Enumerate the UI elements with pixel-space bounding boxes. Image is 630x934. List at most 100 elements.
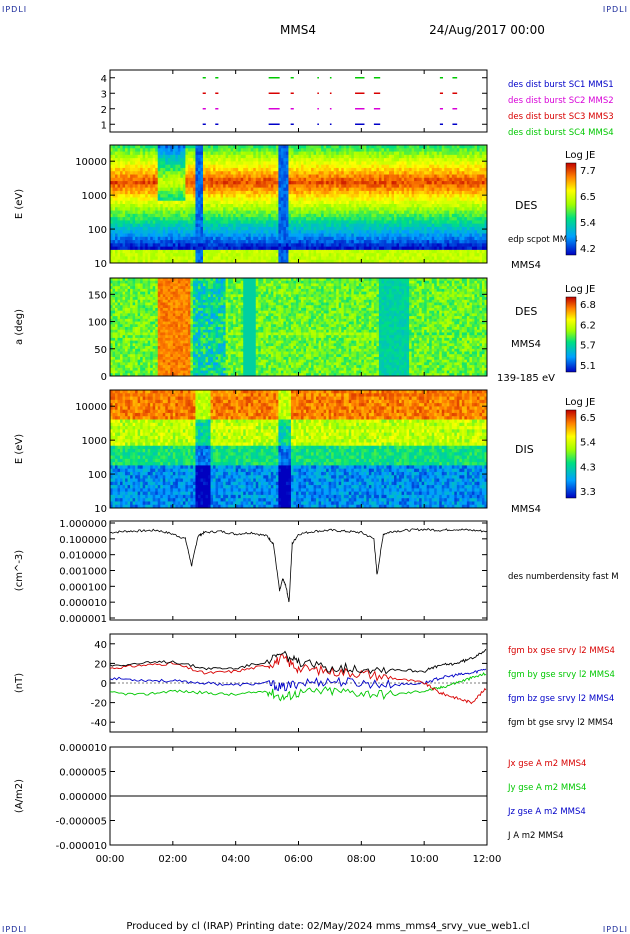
heatmap-cell bbox=[113, 204, 116, 208]
heatmap-cell bbox=[148, 214, 151, 218]
heatmap-cell bbox=[288, 158, 291, 162]
heatmap-cell bbox=[361, 201, 364, 205]
heatmap-cell bbox=[391, 204, 394, 208]
heatmap-cell bbox=[417, 253, 420, 257]
heatmap-cell bbox=[286, 152, 289, 156]
heatmap-cell bbox=[258, 240, 261, 244]
heatmap-cell bbox=[316, 247, 319, 251]
heatmap-cell bbox=[188, 178, 191, 182]
heatmap-cell bbox=[271, 181, 274, 185]
heatmap-cell bbox=[188, 184, 191, 188]
heatmap-cell bbox=[309, 184, 312, 188]
heatmap-cell bbox=[429, 243, 432, 247]
heatmap-cell bbox=[273, 152, 276, 156]
heatmap-cell bbox=[175, 181, 178, 185]
heatmap-cell bbox=[241, 220, 244, 224]
heatmap-cell bbox=[276, 211, 279, 215]
heatmap-cell bbox=[193, 217, 196, 221]
heatmap-cell bbox=[309, 247, 312, 251]
heatmap-cell bbox=[175, 211, 178, 215]
heatmap-cell bbox=[251, 201, 254, 205]
heatmap-cell bbox=[422, 250, 425, 254]
heatmap-cell bbox=[402, 211, 405, 215]
heatmap-cell bbox=[130, 158, 133, 162]
heatmap-cell bbox=[178, 171, 181, 175]
heatmap-cell bbox=[422, 181, 425, 185]
heatmap-cell bbox=[316, 256, 319, 260]
heatmap-cell bbox=[195, 201, 198, 205]
heatmap-cell bbox=[452, 214, 455, 218]
heatmap-cell bbox=[120, 234, 123, 238]
heatmap-cell bbox=[193, 230, 196, 234]
heatmap-cell bbox=[409, 165, 412, 169]
heatmap-cell bbox=[391, 168, 394, 172]
heatmap-cell bbox=[389, 155, 392, 159]
heatmap-cell bbox=[211, 171, 214, 175]
heatmap-cell bbox=[165, 168, 168, 172]
heatmap-cell bbox=[228, 230, 231, 234]
heatmap-cell bbox=[316, 250, 319, 254]
heatmap-cell bbox=[203, 237, 206, 241]
heatmap-cell bbox=[183, 188, 186, 192]
heatmap-cell bbox=[178, 184, 181, 188]
heatmap-cell bbox=[399, 224, 402, 228]
heatmap-cell bbox=[283, 194, 286, 198]
heatmap-cell bbox=[381, 181, 384, 185]
heatmap-cell bbox=[384, 155, 387, 159]
date-title: 24/Aug/2017 00:00 bbox=[429, 23, 545, 37]
heatmap-cell bbox=[369, 152, 372, 156]
heatmap-cell bbox=[349, 155, 352, 159]
heatmap-cell bbox=[286, 161, 289, 165]
heatmap-cell bbox=[432, 191, 435, 195]
heatmap-cell bbox=[150, 148, 153, 152]
heatmap-cell bbox=[195, 158, 198, 162]
heatmap-cell bbox=[288, 145, 291, 149]
heatmap-cell bbox=[386, 220, 389, 224]
heatmap-cell bbox=[331, 234, 334, 238]
heatmap-cell bbox=[414, 253, 417, 257]
heatmap-cell bbox=[354, 201, 357, 205]
heatmap-cell bbox=[311, 194, 314, 198]
heatmap-cell bbox=[432, 201, 435, 205]
heatmap-cell bbox=[412, 145, 415, 149]
heatmap-cell bbox=[195, 188, 198, 192]
heatmap-cell bbox=[422, 184, 425, 188]
heatmap-cell bbox=[391, 237, 394, 241]
heatmap-cell bbox=[268, 158, 271, 162]
heatmap-cell bbox=[371, 145, 374, 149]
heatmap-cell bbox=[311, 253, 314, 257]
heatmap-cell bbox=[356, 247, 359, 251]
heatmap-cell bbox=[359, 220, 362, 224]
heatmap-cell bbox=[324, 247, 327, 251]
heatmap-cell bbox=[228, 250, 231, 254]
heatmap-cell bbox=[183, 227, 186, 231]
heatmap-cell bbox=[233, 243, 236, 247]
heatmap-cell bbox=[404, 220, 407, 224]
heatmap-cell bbox=[153, 152, 156, 156]
heatmap-cell bbox=[316, 145, 319, 149]
heatmap-cell bbox=[208, 240, 211, 244]
heatmap-cell bbox=[304, 197, 307, 201]
heatmap-cell bbox=[158, 253, 161, 257]
heatmap-cell bbox=[231, 191, 234, 195]
heatmap-cell bbox=[266, 158, 269, 162]
heatmap-cell bbox=[170, 211, 173, 215]
heatmap-cell bbox=[397, 178, 400, 182]
heatmap-cell bbox=[178, 148, 181, 152]
heatmap-cell bbox=[429, 204, 432, 208]
heatmap-cell bbox=[331, 201, 334, 205]
heatmap-cell bbox=[178, 145, 181, 149]
heatmap-cell bbox=[296, 171, 299, 175]
heatmap-cell bbox=[163, 145, 166, 149]
heatmap-cell bbox=[135, 253, 138, 257]
heatmap-cell bbox=[246, 194, 249, 198]
heatmap-cell bbox=[158, 204, 161, 208]
heatmap-cell bbox=[288, 247, 291, 251]
heatmap-cell bbox=[118, 247, 121, 251]
heatmap-cell bbox=[170, 165, 173, 169]
heatmap-cell bbox=[178, 234, 181, 238]
heatmap-cell bbox=[140, 197, 143, 201]
heatmap-cell bbox=[241, 197, 244, 201]
heatmap-cell bbox=[123, 224, 126, 228]
heatmap-cell bbox=[145, 256, 148, 260]
